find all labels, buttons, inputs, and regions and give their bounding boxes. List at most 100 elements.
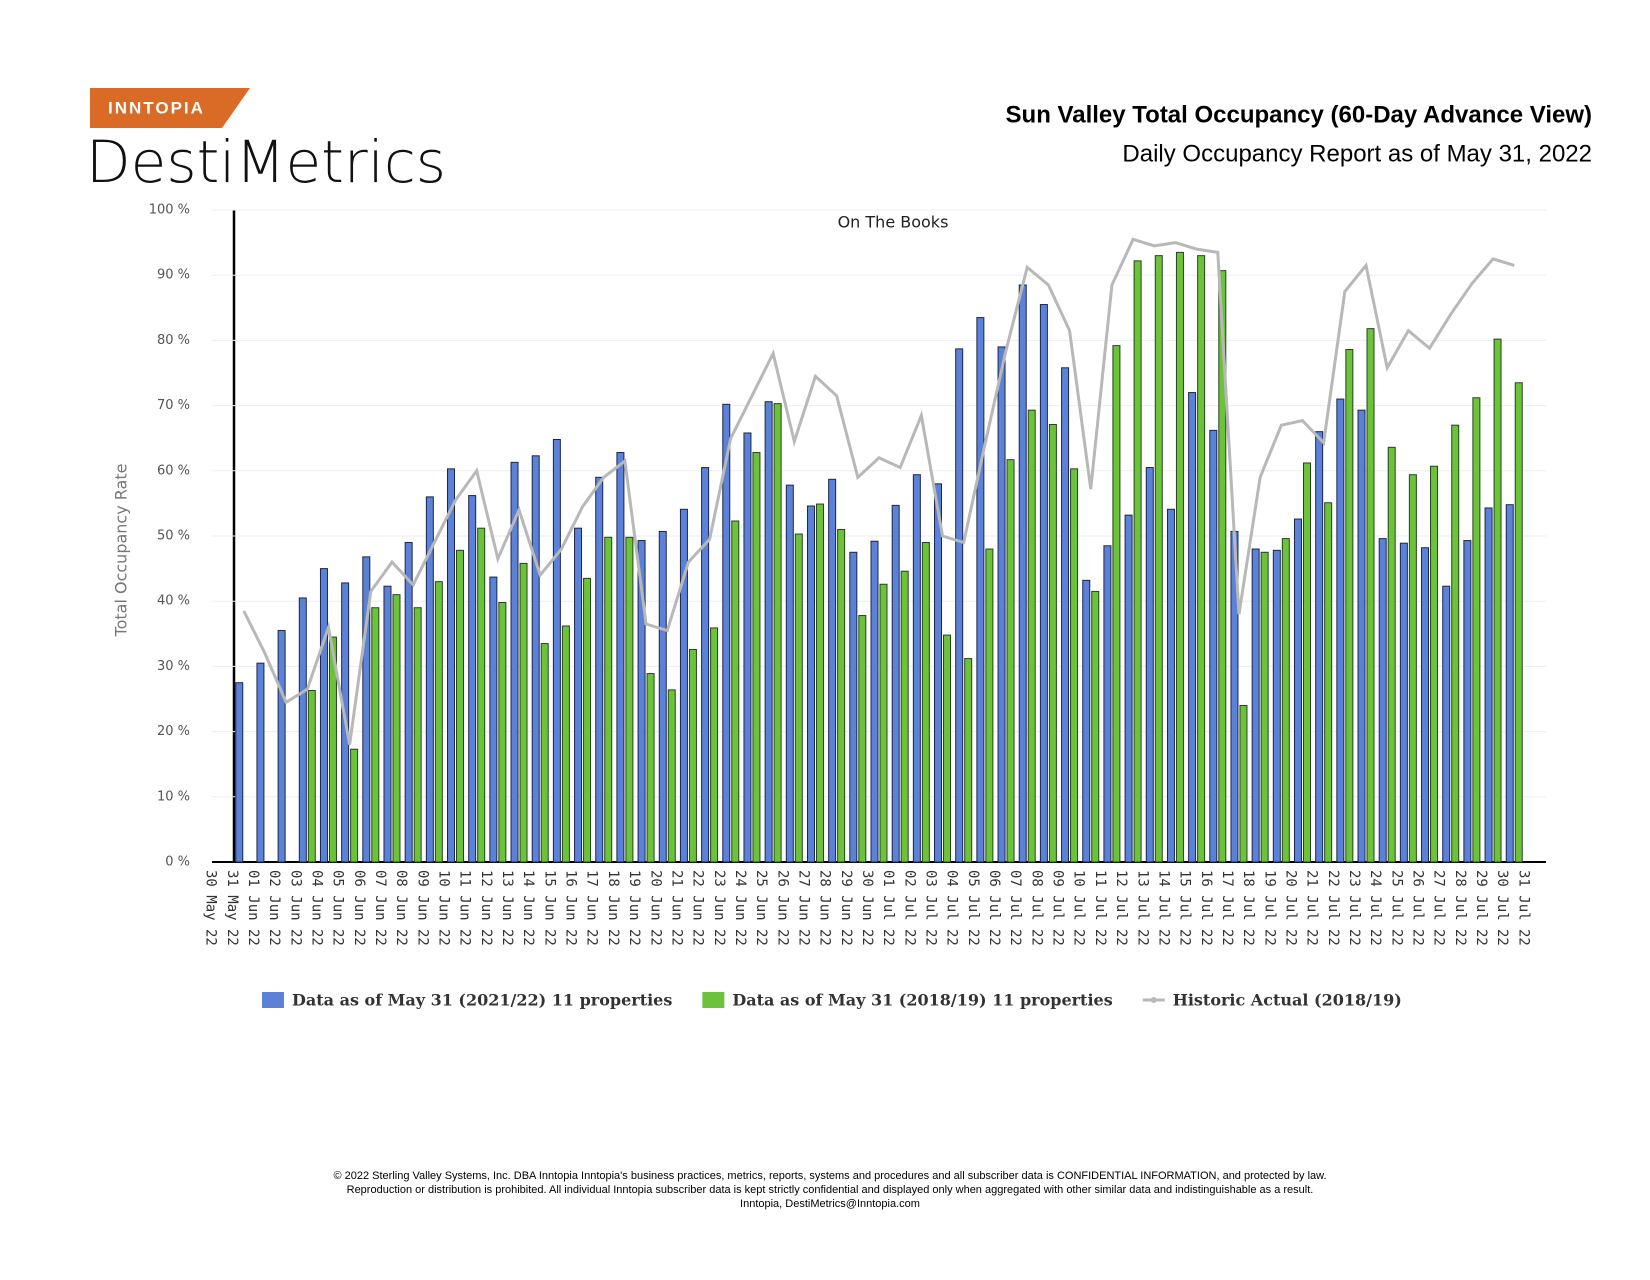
- bar: [561, 625, 570, 863]
- bar: [456, 549, 465, 863]
- bar: [849, 551, 858, 863]
- bar: [679, 508, 688, 863]
- bar: [806, 505, 815, 863]
- logo-badge: INNTOPIA: [108, 98, 205, 117]
- bar: [1124, 514, 1133, 863]
- x-tick-label: 09 Jul 22: [1050, 870, 1066, 946]
- x-tick-label: 07 Jun 22: [372, 870, 388, 946]
- bar: [425, 496, 434, 863]
- bar: [1006, 459, 1015, 863]
- x-tick-label: 18 Jul 22: [1240, 870, 1256, 946]
- x-tick-label: 21 Jul 22: [1304, 870, 1320, 946]
- bar: [900, 570, 909, 863]
- x-tick-label: 04 Jul 22: [944, 870, 960, 946]
- bar: [362, 556, 371, 863]
- bar: [1451, 424, 1460, 863]
- bar: [235, 682, 244, 863]
- x-tick-label: 23 Jul 22: [1346, 870, 1362, 946]
- x-tick-label: 22 Jul 22: [1325, 870, 1341, 946]
- bar: [985, 548, 994, 863]
- bar: [646, 673, 655, 863]
- bar: [688, 648, 697, 863]
- bar: [1154, 255, 1163, 863]
- x-tick-label: 16 Jun 22: [563, 870, 579, 946]
- bar: [955, 348, 964, 863]
- bar: [1061, 367, 1070, 863]
- x-tick-label: 01 Jun 22: [245, 870, 261, 946]
- x-tick-label: 20 Jul 22: [1282, 870, 1298, 946]
- logo-name: DestiMetrics: [86, 128, 446, 196]
- bar: [1493, 338, 1502, 863]
- x-tick-label: 14 Jul 22: [1155, 870, 1171, 946]
- bar: [1421, 547, 1430, 863]
- bar: [1166, 508, 1175, 863]
- bar: [413, 607, 422, 863]
- x-tick-label: 14 Jun 22: [520, 870, 536, 946]
- x-tick-label: 25 Jul 22: [1388, 870, 1404, 946]
- x-tick-label: 05 Jun 22: [330, 870, 346, 946]
- bar: [1112, 345, 1121, 863]
- x-tick-label: 01 Jul 22: [880, 870, 896, 946]
- bar: [277, 630, 286, 863]
- bar: [752, 452, 761, 863]
- bar: [1430, 465, 1439, 863]
- bar: [934, 483, 943, 863]
- bar: [1281, 538, 1290, 863]
- x-tick-label: 31 May 22: [224, 870, 240, 946]
- footer-line: © 2022 Sterling Valley Systems, Inc. DBA…: [333, 1170, 1326, 1182]
- y-tick-label: 40 %: [157, 594, 190, 609]
- bar: [583, 577, 592, 863]
- bar: [298, 597, 307, 863]
- bar: [1103, 545, 1112, 863]
- bar: [837, 528, 846, 863]
- bar: [667, 689, 676, 863]
- bar: [1209, 429, 1218, 863]
- bar: [1145, 467, 1154, 863]
- bar: [1408, 474, 1417, 863]
- x-tick-label: 28 Jul 22: [1452, 870, 1468, 946]
- y-tick-label: 60 %: [157, 463, 190, 478]
- x-tick-label: 11 Jul 22: [1092, 870, 1108, 946]
- x-tick-label: 15 Jul 22: [1177, 870, 1193, 946]
- bar: [773, 403, 782, 863]
- y-axis-label: Total Occupancy Rate: [112, 464, 131, 638]
- bar: [858, 615, 867, 863]
- bar: [891, 504, 900, 863]
- legend-label: Data as of May 31 (2018/19) 11 propertie…: [732, 991, 1112, 1010]
- x-tick-label: 27 Jun 22: [795, 870, 811, 946]
- bar: [879, 583, 888, 863]
- footer-line: Reproduction or distribution is prohibit…: [347, 1184, 1314, 1196]
- bar: [710, 627, 719, 863]
- bar: [1260, 551, 1269, 863]
- bar: [1336, 398, 1345, 863]
- x-tick-label: 29 Jul 22: [1473, 870, 1489, 946]
- bar: [828, 478, 837, 863]
- x-tick-label: 19 Jun 22: [626, 870, 642, 946]
- bar: [574, 527, 583, 863]
- bar: [1027, 409, 1036, 863]
- x-tick-label: 24 Jul 22: [1367, 870, 1383, 946]
- x-tick-label: 30 Jul 22: [1494, 870, 1510, 946]
- bar: [1133, 260, 1142, 863]
- bar: [731, 520, 740, 863]
- bar: [1442, 585, 1451, 863]
- bar: [1514, 382, 1523, 863]
- bar: [1387, 446, 1396, 863]
- bar: [1378, 538, 1387, 863]
- bar: [477, 527, 486, 863]
- bar: [1039, 304, 1048, 863]
- x-tick-label: 08 Jul 22: [1028, 870, 1044, 946]
- x-tick-label: 23 Jun 22: [711, 870, 727, 946]
- bar: [604, 536, 613, 863]
- x-tick-label: 17 Jun 22: [584, 870, 600, 946]
- x-tick-label: 04 Jun 22: [308, 870, 324, 946]
- x-tick-label: 02 Jun 22: [266, 870, 282, 946]
- y-tick-label: 20 %: [157, 724, 190, 739]
- bar: [489, 576, 498, 863]
- bar: [1091, 590, 1100, 863]
- bar: [307, 690, 316, 863]
- x-tick-label: 31 Jul 22: [1515, 870, 1531, 946]
- y-tick-label: 30 %: [157, 659, 190, 674]
- bar: [1082, 579, 1091, 863]
- bar: [870, 540, 879, 863]
